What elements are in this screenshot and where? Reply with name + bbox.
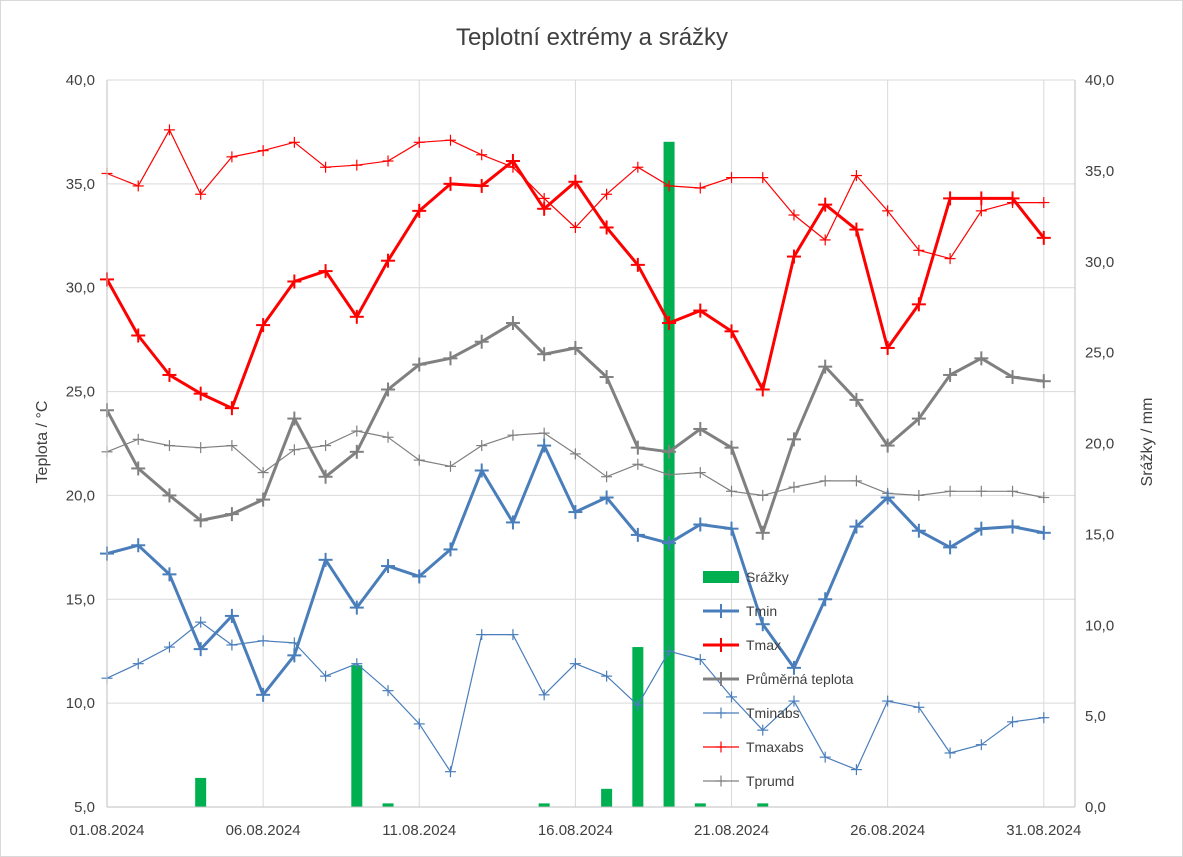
legend-item: Tmax — [703, 637, 781, 653]
y2-tick-label: 20,0 — [1085, 436, 1114, 453]
y2-tick-label: 30,0 — [1085, 254, 1114, 271]
series-tmin — [100, 438, 1051, 702]
precipitation-bar — [351, 665, 363, 807]
legend-item: Průměrná teplota — [703, 671, 854, 687]
y-tick-label: 35,0 — [66, 176, 95, 193]
legend-label: Srážky — [746, 569, 789, 585]
legend-label: Tmin — [746, 603, 777, 619]
y2-axis-title: Srážky / mm — [1139, 398, 1156, 487]
x-tick-label: 06.08.2024 — [226, 822, 301, 839]
y2-tick-label: 10,0 — [1085, 617, 1114, 634]
y2-tick-label: 5,0 — [1085, 708, 1106, 725]
axes: 5,0 10,0 15,0 20,0 25,0 30,0 35,0 40,0 0,0 5,0 10,… — [66, 72, 1114, 839]
y-tick-label: 30,0 — [66, 280, 95, 297]
legend: Srážky Tmin Tmax Průměrná teplota Tminabs Tma… — [703, 569, 854, 789]
precipitation-bar — [757, 803, 769, 807]
legend-item: Srážky — [703, 569, 789, 585]
legend-label: Tminabs — [746, 705, 800, 721]
x-tick-label: 16.08.2024 — [538, 822, 613, 839]
legend-item: Tprumd — [703, 773, 794, 789]
y2-tick-label: 15,0 — [1085, 526, 1114, 543]
legend-item: Tminabs — [703, 705, 800, 721]
x-tick-label: 11.08.2024 — [382, 822, 456, 839]
y2-tick-label: 0,0 — [1085, 799, 1106, 816]
series-tminabs — [101, 616, 1050, 778]
precipitation-bar — [195, 777, 207, 807]
y-tick-label: 15,0 — [66, 591, 95, 608]
y-tick-label: 25,0 — [66, 384, 95, 401]
precipitation-bar — [382, 803, 394, 807]
series-lines — [100, 124, 1051, 778]
y-tick-label: 40,0 — [66, 72, 95, 89]
y-tick-label: 20,0 — [66, 487, 95, 504]
precipitation-bar — [694, 803, 706, 807]
chart-title: Teplotní extrémy a srážky — [456, 24, 728, 51]
legend-label: Tmax — [746, 637, 781, 653]
legend-label: Tprumd — [746, 773, 794, 789]
precipitation-bar — [538, 803, 550, 807]
y2-tick-label: 35,0 — [1085, 163, 1114, 180]
x-tick-label: 26.08.2024 — [850, 822, 925, 839]
x-tick-label: 31.08.2024 — [1006, 822, 1081, 839]
y2-tick-label: 40,0 — [1085, 72, 1114, 89]
legend-item: Tmaxabs — [703, 739, 804, 755]
precipitation-bar — [601, 788, 613, 807]
legend-label: Průměrná teplota — [746, 671, 854, 687]
y-axis-title: Teplota / °C — [34, 401, 51, 484]
x-tick-label: 21.08.2024 — [694, 822, 769, 839]
x-tick-label: 01.08.2024 — [69, 822, 144, 839]
legend-swatch — [703, 571, 739, 583]
y-tick-label: 10,0 — [66, 695, 95, 712]
precipitation-bar — [632, 647, 644, 807]
legend-label: Tmaxabs — [746, 739, 804, 755]
legend-item: Tmin — [703, 603, 777, 619]
y2-tick-label: 25,0 — [1085, 345, 1114, 362]
y-tick-label: 5,0 — [74, 799, 95, 816]
